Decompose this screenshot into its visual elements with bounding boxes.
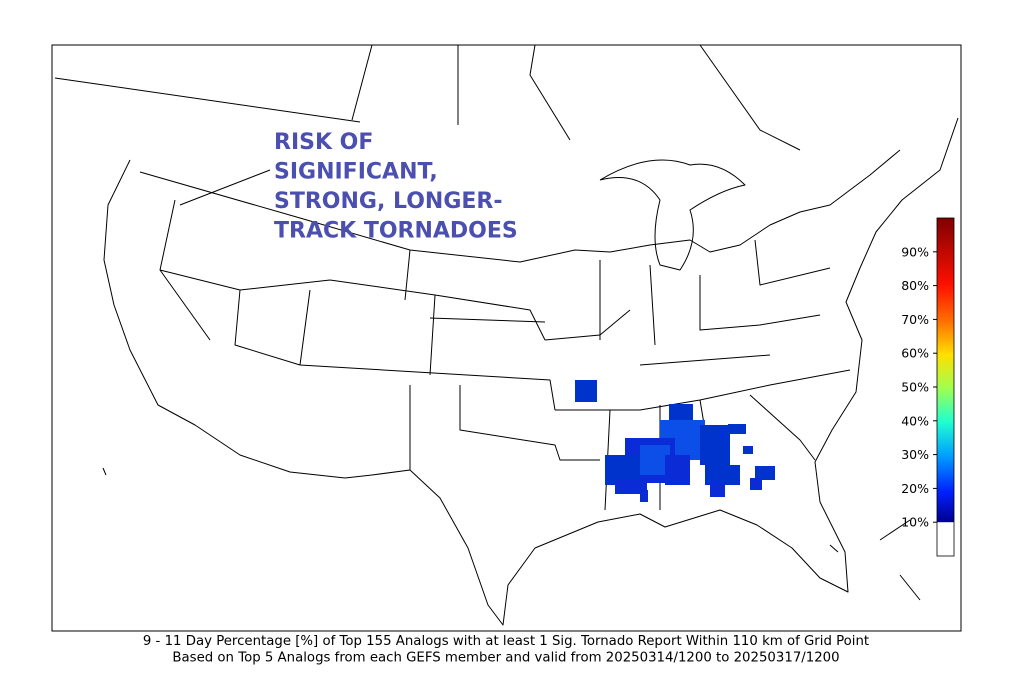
title-line: RISK OF	[274, 130, 373, 155]
map-outlines	[54, 44, 959, 626]
title-line: TRACK TORNADOES	[274, 219, 518, 244]
colorbar-tick-label: 60%	[901, 346, 929, 361]
overlay-title: RISK OF SIGNIFICANT, STRONG, LONGER- TRACK …	[274, 130, 518, 244]
colorbar-ramp	[937, 218, 954, 523]
caption-line: 9 - 11 Day Percentage [%] of Top 155 Ana…	[143, 634, 869, 649]
colorbar-tick-label: 50%	[901, 380, 929, 395]
colorbar: 10% 20% 30% 40% 50% 60% 70% 80% 90%	[901, 217, 955, 557]
colorbar-tick-label: 40%	[901, 413, 929, 428]
colorbar-low	[937, 522, 954, 556]
colorbar-tick-label: 20%	[901, 481, 929, 496]
caption: 9 - 11 Day Percentage [%] of Top 155 Ana…	[143, 634, 869, 666]
colorbar-tick-label: 90%	[901, 244, 929, 259]
colorbar-tick-label: 30%	[901, 447, 929, 462]
title-line: STRONG, LONGER-	[274, 189, 503, 214]
colorbar-tick-label: 10%	[901, 515, 929, 530]
probability-cells	[575, 380, 775, 502]
title-line: SIGNIFICANT,	[274, 160, 438, 185]
caption-line: Based on Top 5 Analogs from each GEFS me…	[172, 651, 839, 666]
colorbar-tick-label: 80%	[901, 278, 929, 293]
map-frame	[51, 44, 962, 632]
colorbar-tick-label: 70%	[901, 312, 929, 327]
